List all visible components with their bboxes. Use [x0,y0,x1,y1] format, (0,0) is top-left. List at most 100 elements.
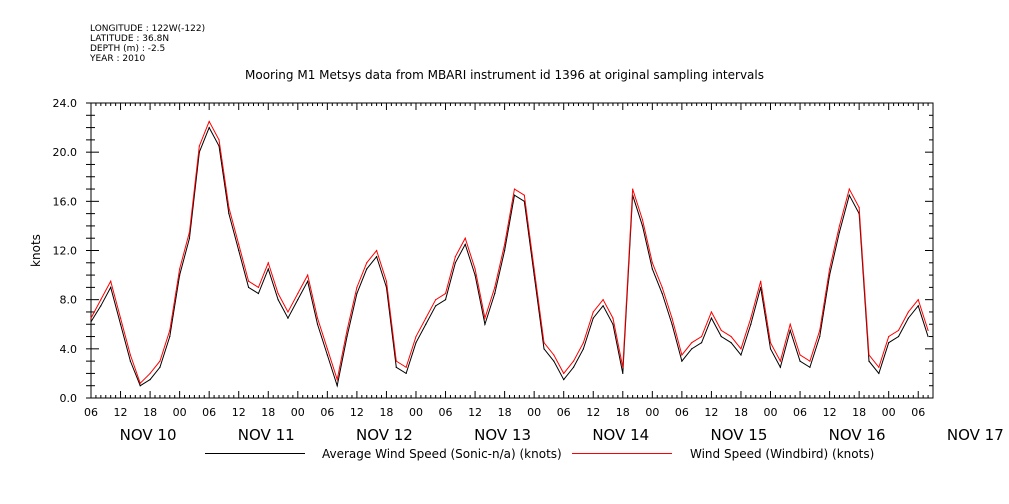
point-windbird [710,311,713,313]
x-tick-label: 00 [764,406,778,419]
point-windbird [563,372,565,375]
point-windbird [277,292,279,295]
y-tick-label: 20.0 [53,146,78,159]
point-average-wind [454,262,456,264]
point-average-wind [730,342,732,344]
legend-item-average-wind: Average Wind Speed (Sonic-n/a) (knots) [322,447,562,461]
labels: 0.0 4.0 8.0 12.0 16.0 20.0 24.0 knots 06 12 18 00 06… [29,97,1004,444]
meta-year: YEAR : 2010 [90,54,146,64]
point-average-wind [316,323,319,325]
point-windbird [238,243,240,245]
point-average-wind [395,366,397,368]
point-average-wind [671,323,673,325]
point-average-wind [356,292,358,295]
point-windbird [287,311,289,313]
point-windbird [533,268,535,270]
point-windbird [809,360,811,362]
point-windbird [307,274,309,276]
point-windbird [819,329,821,331]
x-tick-label: 18 [498,406,512,419]
x-tick-label: 06 [793,406,807,419]
point-average-wind [247,286,250,288]
point-windbird [435,299,437,301]
x-tick-label: 06 [911,406,925,419]
x-tick-label: 06 [439,406,453,419]
x-day-label: NOV 16 [829,426,886,444]
point-windbird [504,243,506,245]
legend-item-windbird: Wind Speed (Windbird) (knots) [690,447,875,461]
point-windbird [760,280,762,282]
meta-longitude: LONGITUDE : 122W(-122) [90,24,206,34]
point-average-wind [375,256,378,258]
point-windbird [297,292,299,295]
point-windbird [90,317,92,319]
point-windbird [888,335,890,338]
point-average-wind [681,360,683,362]
point-average-wind [425,323,427,325]
point-windbird [838,225,841,227]
point-average-wind [819,335,821,338]
legend-line-black [205,453,305,454]
x-day-label: NOV 13 [474,426,531,444]
point-average-wind [484,323,486,325]
point-average-wind [159,366,161,368]
plot-frame [90,102,934,399]
point-windbird [247,280,250,282]
point-windbird [119,317,122,319]
point-windbird [494,286,496,288]
point-average-wind [878,372,880,375]
x-tick-label: 00 [173,406,187,419]
x-tick-label: 18 [379,406,393,419]
point-windbird [858,206,860,209]
y-tick-label: 0.0 [60,392,78,405]
point-windbird [198,145,200,147]
point-windbird [632,188,634,190]
point-windbird [750,317,752,319]
point-average-wind [543,348,545,350]
point-windbird [897,329,900,331]
point-average-wind [267,268,269,270]
x-tick-label: 00 [645,406,659,419]
point-average-wind [179,274,181,276]
x-tick-label: 06 [557,406,571,419]
point-windbird [267,262,269,264]
point-average-wind [346,335,348,338]
point-average-wind [750,323,752,325]
x-tick-label: 12 [350,406,364,419]
point-windbird [208,120,210,123]
point-average-wind [169,335,171,338]
point-windbird [464,237,466,239]
chart-title: Mooring M1 Metsys data from MBARI instru… [245,68,764,82]
x-tick-label: 18 [143,406,157,419]
point-windbird [592,311,594,313]
y-tick-label: 8.0 [60,294,78,307]
point-windbird [444,292,447,295]
point-windbird [129,354,131,356]
point-average-wind [760,286,762,288]
y-tick-label: 4.0 [60,343,78,356]
point-windbird [356,286,358,288]
point-windbird [159,360,161,362]
x-tick-label: 06 [320,406,334,419]
point-windbird [513,188,516,190]
point-windbird [691,342,693,344]
point-windbird [110,280,112,282]
point-windbird [395,360,397,362]
point-average-wind [90,321,92,323]
point-windbird [622,366,624,368]
point-windbird [415,335,417,338]
point-windbird [779,360,781,362]
point-average-wind [287,317,289,319]
point-average-wind [218,145,220,147]
point-windbird [848,188,850,190]
point-average-wind [799,360,801,362]
point-windbird [582,342,584,344]
x-tick-label: 06 [84,406,98,419]
series-layer [90,120,929,388]
x-tick-label: 12 [704,406,718,419]
point-windbird [799,354,801,356]
point-windbird [346,329,348,331]
x-tick-label: 12 [114,406,128,419]
x-day-label: NOV 11 [238,426,295,444]
point-average-wind [661,292,663,295]
